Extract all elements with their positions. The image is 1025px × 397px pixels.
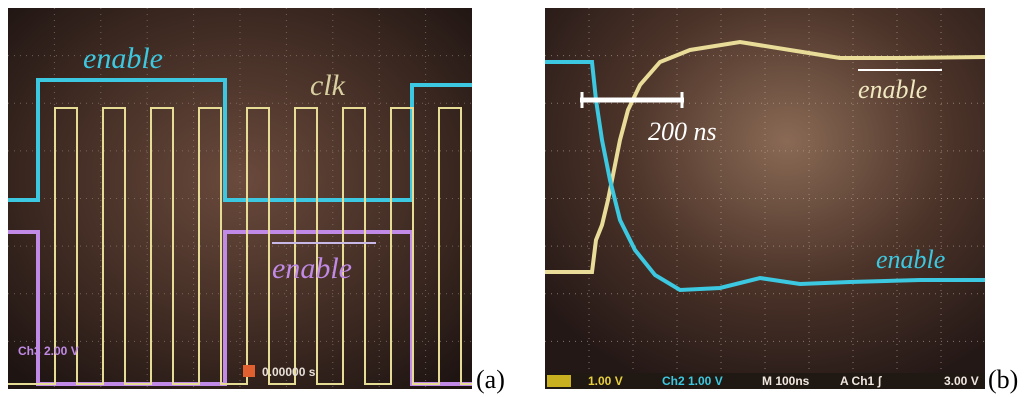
caption: (b) — [988, 365, 1018, 394]
enable-trace — [8, 78, 472, 202]
enable-trace — [545, 60, 985, 293]
status: Ch2 1.00 V — [662, 374, 723, 388]
status: Ch3 2.00 V — [18, 344, 79, 358]
label: enable — [876, 245, 945, 274]
label: 200 ns — [648, 117, 717, 146]
status: M 100ns — [762, 374, 810, 388]
ch1-badge — [547, 375, 571, 387]
status: 1.00 V — [588, 374, 623, 388]
label: enable — [83, 42, 163, 75]
clk-trace — [8, 107, 472, 385]
label: enable — [272, 252, 352, 285]
status: 3.00 V — [944, 374, 979, 388]
status-bar — [545, 373, 985, 389]
trigger-icon — [243, 365, 255, 377]
status: A Ch1 ʃ — [840, 374, 883, 388]
caption: (a) — [476, 365, 505, 394]
grid-b — [545, 8, 985, 389]
label: clk — [310, 69, 346, 102]
label: enable — [858, 75, 927, 104]
status: 0.00000 s — [262, 365, 316, 379]
